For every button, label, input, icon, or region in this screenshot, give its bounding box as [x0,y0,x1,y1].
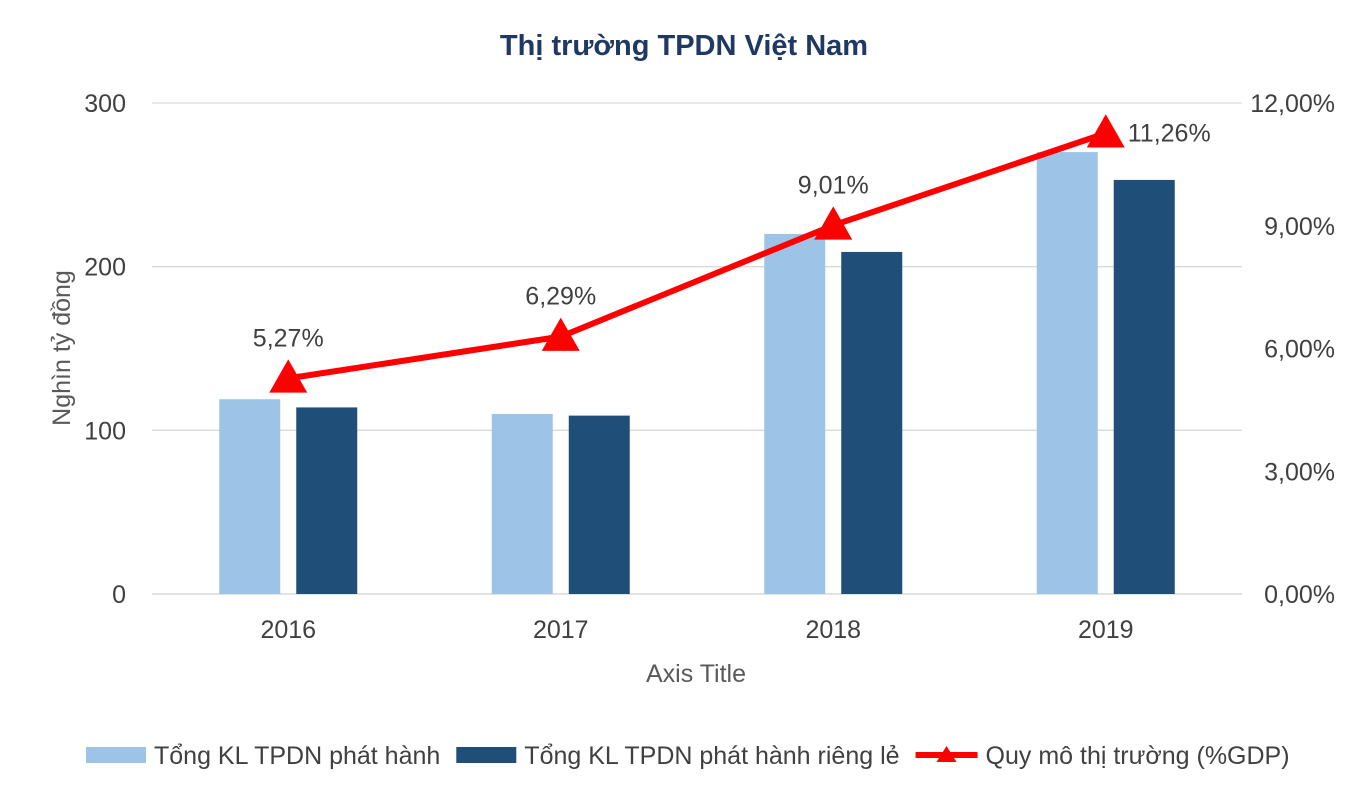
bar [296,407,358,594]
chart-title: Thị trường TPDN Việt Nam [500,30,868,62]
line-marker [1086,114,1125,148]
y2-tick-label: 6,00% [1264,336,1335,364]
y-tick-label: 300 [84,90,126,118]
y2-tick-label: 9,00% [1264,213,1335,241]
legend-label: Tổng KL TPDN phát hành [154,742,440,770]
y2-tick-label: 3,00% [1264,458,1335,486]
x-tick-label: 2018 [805,616,861,644]
legend-label: Tổng KL TPDN phát hành riêng lẻ [524,742,899,770]
legend-marker [936,746,957,762]
series-line [287,130,1107,382]
bar [764,233,826,594]
x-axis-title: Axis Title [646,660,746,688]
bar [1036,152,1098,594]
bar [491,413,553,594]
line-marker [269,359,308,393]
y-tick-label: 100 [84,417,126,445]
line-marker [814,206,853,240]
data-label: 6,29% [525,283,596,311]
legend-swatch [456,747,517,763]
legend-label: Quy mô thị trường (%GDP) [986,742,1290,770]
bar [1113,179,1175,594]
y-tick-label: 200 [84,254,126,282]
bar [568,415,630,594]
y-tick-label: 0 [112,581,126,609]
x-tick-label: 2019 [1078,616,1134,644]
y2-tick-label: 12,00% [1250,90,1335,118]
y-axis-right: 0,00% 3,00% 6,00% 9,00% 12,00% [1250,90,1335,609]
line-series: 5,27% 6,29% 9,01% 11,26% [253,114,1211,393]
y2-tick-label: 0,00% [1264,581,1335,609]
y-axis-title: Nghìn tỷ đồng [48,270,76,426]
line-marker [541,317,580,351]
data-label: 11,26% [1128,119,1211,147]
bar-series [219,152,1175,595]
y-axis-left: 0 100 200 300 [84,90,126,609]
data-label: 5,27% [253,324,324,352]
x-axis: 2016 2017 2018 2019 [260,616,1133,644]
x-tick-label: 2016 [260,616,316,644]
legend: Tổng KL TPDN phát hành Tổng KL TPDN phát … [86,742,1290,770]
legend-swatch [86,747,146,763]
data-label: 9,01% [798,171,869,199]
x-tick-label: 2017 [533,616,589,644]
bar [219,399,281,594]
bar [841,251,903,595]
